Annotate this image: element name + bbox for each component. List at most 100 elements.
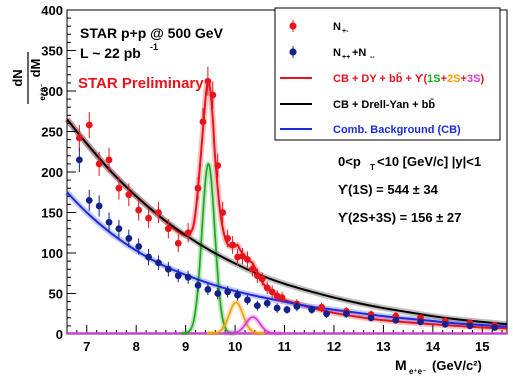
point-like xyxy=(155,259,162,267)
point-like xyxy=(392,316,400,324)
legend-like-label-a-sub: ++ xyxy=(342,54,350,61)
legend-fit-total-label: CB + DY + bb̄ + ϒ(1S+2S+3S) xyxy=(333,73,484,85)
point-like xyxy=(293,303,301,310)
x-tick-label-6: 13 xyxy=(376,339,390,354)
point-like xyxy=(75,156,83,164)
y-tick-label-2: 100 xyxy=(41,246,63,261)
point-like xyxy=(214,290,222,297)
point-like xyxy=(204,286,212,293)
y-tick-label-7: 350 xyxy=(41,44,63,59)
y-tick-label-4: 200 xyxy=(41,165,63,180)
point-unlike xyxy=(199,118,207,126)
y-tick-label-8: 400 xyxy=(41,3,63,18)
point-unlike xyxy=(204,77,212,85)
chart-marks xyxy=(64,66,508,336)
annotation-lumi: L ~ 22 pb xyxy=(80,45,141,61)
legend-entry-fit-total: CB + DY + bb̄ + ϒ(1S+2S+3S) xyxy=(280,73,484,85)
point-unlike xyxy=(184,229,192,237)
point-unlike xyxy=(263,284,271,292)
curve-line-1 xyxy=(66,118,508,326)
point-unlike xyxy=(244,256,251,263)
y-tick-label-5: 250 xyxy=(41,125,63,140)
point-unlike xyxy=(174,239,182,247)
legend-cb-label: Comb. Background (CB) xyxy=(333,124,461,136)
point-unlike xyxy=(253,272,261,280)
point-like xyxy=(323,310,330,318)
curve-line-2 xyxy=(66,191,508,328)
x-tick-label-1: 8 xyxy=(133,339,140,354)
annotation-kin-range: 0<p xyxy=(338,154,361,169)
upsilon-curve-2 xyxy=(223,316,282,334)
point-like xyxy=(466,322,474,330)
upsilon-curve-0 xyxy=(181,163,236,334)
point-like xyxy=(224,288,232,296)
annotation-preliminary: STAR Preliminary xyxy=(78,75,204,92)
point-like xyxy=(145,253,152,261)
point-like xyxy=(164,265,172,273)
point-unlike xyxy=(258,275,266,283)
annotation-kin-sub: T xyxy=(370,163,375,172)
point-unlike xyxy=(248,265,256,273)
point-unlike xyxy=(145,214,152,222)
legend: N +- N ++ +N -- CB + DY + bb̄ + ϒ(1S+2S+… xyxy=(274,7,501,141)
point-like xyxy=(105,218,113,226)
x-axis-label-sub: e⁺e⁻ xyxy=(409,367,426,376)
point-like xyxy=(125,235,133,242)
point-like xyxy=(244,296,251,304)
point-like xyxy=(234,291,241,299)
point-unlike xyxy=(318,303,326,311)
point-like xyxy=(95,202,103,210)
upsilon-curve-1 xyxy=(207,301,265,334)
point-unlike xyxy=(278,294,286,301)
legend-entry-bg-fit: CB + Drell-Yan + bb̄ xyxy=(280,99,435,111)
point-unlike xyxy=(239,252,246,260)
point-unlike xyxy=(105,156,113,164)
annotation-lumi-sup: -1 xyxy=(150,42,158,52)
legend-entry-cb: Comb. Background (CB) xyxy=(280,124,461,136)
point-unlike xyxy=(125,191,133,199)
x-tick-label-2: 9 xyxy=(182,339,189,354)
x-tick-label-7: 14 xyxy=(426,339,441,354)
point-unlike xyxy=(95,160,103,168)
y-tick-label-1: 50 xyxy=(49,287,63,302)
y-axis-label-denominator: dM xyxy=(28,59,43,78)
legend-bg-fit-label: CB + Drell-Yan + bb̄ xyxy=(333,99,435,111)
x-tick-label-8: 15 xyxy=(475,339,489,354)
point-like xyxy=(273,304,281,312)
legend-entry-like: N ++ +N -- xyxy=(289,46,375,61)
point-unlike xyxy=(209,91,217,99)
point-unlike xyxy=(229,241,237,249)
legend-unlike-label-sub: +- xyxy=(342,28,349,35)
legend-entry-unlike: N +- xyxy=(289,20,349,35)
point-unlike xyxy=(115,184,123,192)
point-unlike xyxy=(135,206,143,214)
point-like xyxy=(184,273,192,281)
point-unlike xyxy=(85,121,93,129)
point-like xyxy=(283,306,291,314)
x-axis-label: M e⁺e⁻ (GeV/c²) xyxy=(395,357,482,376)
x-tick-label-3: 10 xyxy=(228,339,242,354)
legend-like-label-plus: +N xyxy=(352,47,366,59)
y-axis-label-denominator-sub: e⁺e⁻ xyxy=(38,83,47,100)
point-unlike xyxy=(219,209,227,216)
point-like xyxy=(135,243,143,250)
point-like xyxy=(367,314,375,322)
point-like xyxy=(441,320,449,328)
point-like xyxy=(174,272,182,280)
annotation-kin-rest: <10 [GeV/c] |y|<1 xyxy=(377,154,481,169)
annotation-yield-2s3s: ϒ(2S+3S) = 156 ± 27 xyxy=(338,210,461,225)
point-like xyxy=(491,324,499,331)
annotation-yield-1s: ϒ(1S) = 544 ± 34 xyxy=(338,182,439,197)
x-axis-label-main: M xyxy=(395,357,407,373)
point-unlike xyxy=(194,184,202,192)
y-tick-label-3: 150 xyxy=(41,206,63,221)
y-tick-label-0: 0 xyxy=(56,327,63,342)
legend-like-label-a: N xyxy=(333,47,341,59)
point-like xyxy=(342,310,350,318)
point-like xyxy=(308,306,316,314)
point-like xyxy=(253,302,261,310)
x-tick-label-5: 12 xyxy=(327,339,341,354)
y-axis-label-numerator: dN xyxy=(10,69,25,86)
